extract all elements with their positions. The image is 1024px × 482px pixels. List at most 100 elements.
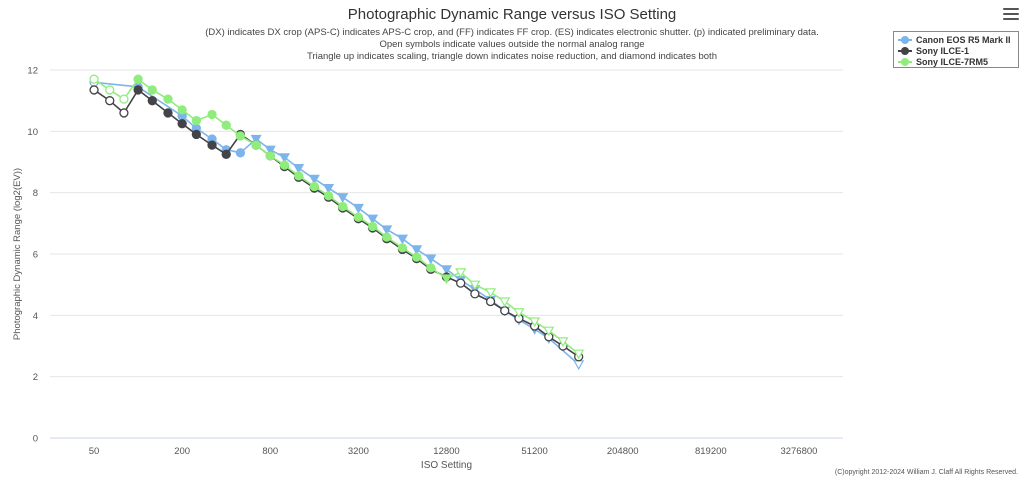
data-point — [322, 183, 335, 194]
data-point — [221, 149, 231, 159]
data-point — [338, 201, 348, 212]
data-point — [264, 145, 276, 156]
data-point — [191, 129, 201, 140]
y-tick-label: 2 — [33, 372, 38, 383]
y-tick-label: 4 — [33, 311, 38, 322]
chart-subtitle-line-1: (DX) indicates DX crop (APS-C) indicates… — [205, 27, 819, 38]
series-0 — [89, 77, 585, 371]
data-point — [425, 254, 437, 265]
series-1 — [89, 85, 584, 362]
legend-label: Sony ILCE-1 — [916, 45, 970, 56]
legend-item-sony-ilce-7rm5[interactable]: Sony ILCE-7RM5 — [898, 56, 1014, 67]
data-point — [293, 164, 305, 174]
axes: 0 2 4 6 8 10 12 50 200 800 3200 12800 51200 204800 819… — [12, 66, 817, 472]
data-point — [382, 232, 392, 242]
data-point — [293, 171, 304, 181]
y-tick-label: 10 — [27, 127, 38, 138]
data-point — [279, 160, 290, 170]
legend-label: Sony ILCE-7RM5 — [916, 56, 989, 67]
series-line — [93, 78, 580, 355]
x-tick-label: 204800 — [607, 446, 639, 457]
data-point — [470, 289, 480, 299]
data-point — [557, 337, 569, 348]
copyright-notice: (C)opyright 2012-2024 William J. Claff A… — [834, 469, 1018, 476]
data-point — [485, 288, 497, 299]
data-point — [177, 119, 187, 129]
data-point — [309, 181, 319, 192]
data-point — [411, 245, 423, 256]
data-point — [235, 148, 246, 158]
data-point — [207, 140, 217, 150]
data-point — [337, 193, 349, 203]
data-point — [119, 108, 129, 118]
data-point — [163, 94, 173, 104]
series-2 — [89, 74, 585, 360]
data-point — [89, 85, 99, 95]
x-tick-label: 50 — [89, 446, 100, 457]
x-tick-label: 800 — [262, 446, 278, 457]
data-point — [235, 131, 246, 141]
legend-swatch-icon — [898, 46, 912, 56]
data-point — [367, 214, 379, 225]
y-tick-label: 6 — [33, 250, 38, 261]
data-point — [499, 297, 511, 308]
data-point — [367, 221, 378, 232]
series-line — [93, 88, 580, 358]
data-point — [147, 85, 157, 95]
data-point — [469, 280, 481, 291]
legend-label: Canon EOS R5 Mark II — [916, 34, 1011, 45]
data-point — [353, 212, 364, 222]
x-tick-label: 819200 — [695, 446, 727, 457]
chart-legend: Canon EOS R5 Mark II Sony ILCE-1 Sony IL… — [893, 31, 1019, 68]
data-point — [411, 252, 422, 262]
legend-item-sony-ilce-1[interactable]: Sony ILCE-1 — [898, 45, 1014, 56]
data-point — [221, 120, 231, 130]
data-point — [440, 274, 453, 285]
data-point — [485, 296, 496, 307]
series-line — [94, 81, 580, 366]
y-tick-label: 0 — [33, 434, 38, 445]
data-point — [396, 234, 408, 245]
data-point — [191, 115, 201, 126]
data-point — [89, 74, 99, 84]
data-point — [456, 278, 466, 288]
grid-lines — [50, 69, 843, 439]
chart-subtitle-line-2: Open symbols indicate values outside the… — [379, 39, 645, 50]
data-point — [308, 174, 320, 185]
legend-swatch-icon — [898, 35, 912, 45]
data-point — [513, 308, 525, 318]
data-point — [177, 105, 187, 115]
data-point — [323, 191, 334, 201]
data-point — [529, 317, 541, 328]
series-layer — [89, 74, 585, 371]
x-tick-label: 51200 — [521, 446, 547, 457]
data-point — [133, 85, 143, 95]
y-tick-label: 12 — [27, 66, 38, 77]
chart-title: Photographic Dynamic Range versus ISO Se… — [347, 6, 677, 23]
data-point — [163, 108, 173, 118]
data-point — [455, 268, 467, 279]
x-tick-label: 200 — [174, 446, 190, 457]
x-axis-title: ISO Setting — [421, 460, 472, 471]
data-point — [397, 243, 408, 253]
data-point — [278, 153, 290, 164]
hamburger-menu-icon[interactable] — [1003, 8, 1019, 22]
data-point — [265, 151, 275, 161]
data-point — [573, 349, 585, 360]
data-point — [207, 109, 217, 120]
data-point — [543, 326, 555, 337]
data-point — [133, 74, 143, 84]
y-tick-label: 8 — [33, 188, 38, 199]
data-point — [381, 225, 393, 236]
chart-subtitle-line-3: Triangle up indicates scaling, triangle … — [307, 51, 717, 62]
data-point — [500, 306, 510, 316]
data-point — [440, 265, 453, 276]
x-tick-label: 3200 — [348, 446, 369, 457]
legend-item-canon-eos-r5-mark-ii[interactable]: Canon EOS R5 Mark II — [898, 34, 1014, 45]
y-axis-title: Photographic Dynamic Range (log2(EV)) — [12, 168, 23, 340]
data-point — [573, 360, 585, 371]
data-point — [251, 140, 261, 150]
data-point — [119, 94, 129, 104]
data-point — [250, 134, 262, 145]
x-tick-label: 3276800 — [780, 446, 817, 457]
